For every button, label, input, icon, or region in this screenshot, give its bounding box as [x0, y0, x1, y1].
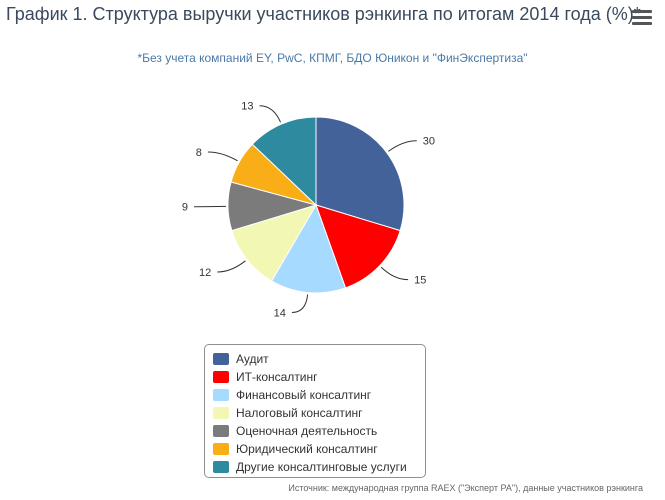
legend-swatch: [213, 425, 229, 437]
legend-swatch: [213, 389, 229, 401]
pie-slice-1[interactable]: [315, 204, 401, 289]
chart-legend: Аудит ИТ-консалтинг Финансовый консалтинг Н…: [204, 344, 426, 478]
legend-item-1[interactable]: ИТ-консалтинг: [213, 368, 425, 386]
legend-label: Налоговый консалтинг: [236, 406, 363, 420]
chart-subtitle: *Без учета компаний EY, PwC, КПМГ, БДО Ю…: [137, 51, 528, 65]
data-label-2: 14: [274, 308, 286, 320]
connector-line-2: [291, 294, 309, 313]
connector-line-5: [207, 151, 238, 162]
legend-label: Другие консалтинговые услуги: [236, 460, 407, 474]
legend-item-6[interactable]: Другие консалтинговые услуги: [213, 458, 425, 476]
source-note: Источник: международная группа RAEX ("Эк…: [288, 483, 643, 493]
legend-label: Оценочная деятельность: [236, 424, 378, 438]
legend-swatch: [213, 371, 229, 383]
data-label-1: 15: [414, 275, 426, 287]
connector-line-1: [380, 266, 409, 281]
legend-swatch: [213, 443, 229, 455]
chart-title: График 1. Структура выручки участников р…: [6, 4, 641, 24]
connector-line-3: [217, 260, 246, 273]
data-label-4: 9: [182, 202, 188, 214]
data-label-6: 13: [241, 101, 253, 113]
legend-swatch: [213, 407, 229, 419]
pie-slice-3[interactable]: [231, 204, 318, 282]
legend-label: Финансовый консалтинг: [236, 388, 372, 402]
legend-swatch: [213, 461, 229, 473]
data-label-5: 8: [196, 147, 202, 159]
legend-item-3[interactable]: Налоговый консалтинг: [213, 404, 425, 422]
legend-item-2[interactable]: Финансовый консалтинг: [213, 386, 425, 404]
hamburger-menu-icon[interactable]: [632, 10, 652, 28]
pie-slice-0[interactable]: [315, 116, 405, 232]
legend-item-0[interactable]: Аудит: [213, 350, 425, 368]
legend-item-4[interactable]: Оценочная деятельность: [213, 422, 425, 440]
pie-slice-2[interactable]: [270, 203, 347, 294]
legend-item-5[interactable]: Юридический консалтинг: [213, 440, 425, 458]
connector-line-0: [388, 140, 417, 152]
legend-label: Аудит: [236, 352, 269, 366]
legend-label: Юридический консалтинг: [236, 442, 378, 456]
connector-line-6: [259, 105, 282, 123]
data-label-3: 12: [199, 267, 211, 279]
data-label-0: 30: [423, 136, 435, 148]
legend-swatch: [213, 353, 229, 365]
legend-label: ИТ-консалтинг: [236, 370, 318, 384]
pie-slice-6[interactable]: [251, 116, 317, 207]
